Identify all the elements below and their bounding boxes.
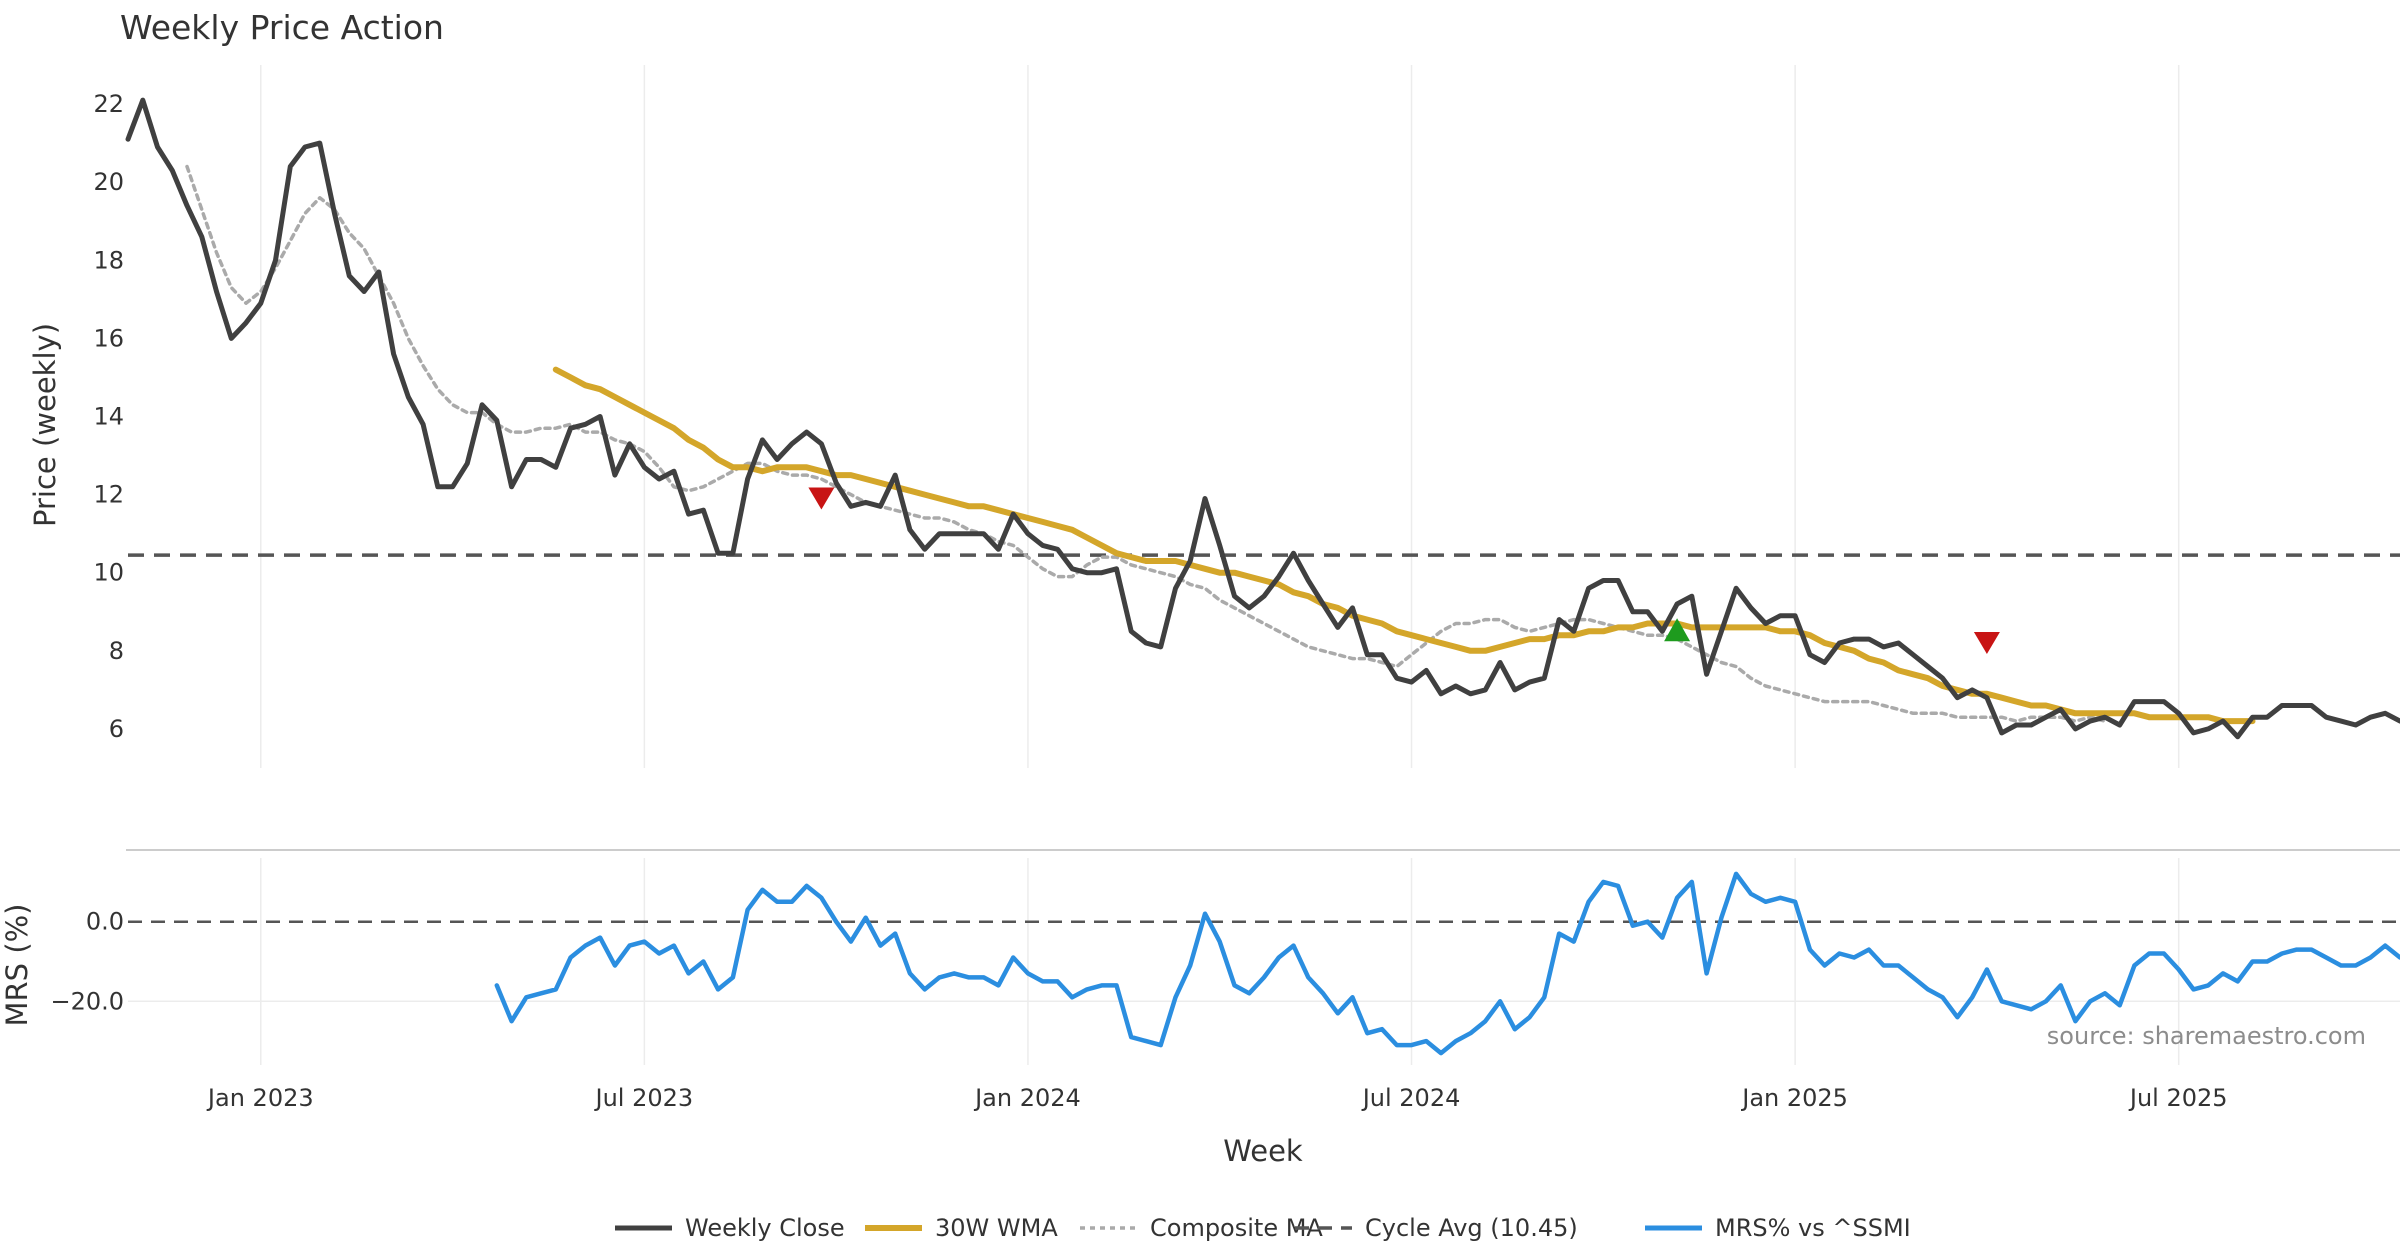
legend-composite-ma-label: Composite MA <box>1150 1214 1323 1242</box>
x-tick-label: Jan 2024 <box>973 1084 1081 1112</box>
signal-markers <box>808 487 2000 655</box>
x-tick-label: Jul 2023 <box>594 1084 694 1112</box>
legend-weekly-close-label: Weekly Close <box>685 1214 845 1242</box>
legend-composite-ma: Composite MA <box>1080 1214 1323 1242</box>
price-series-group <box>125 97 2400 740</box>
price-y-tick-label: 22 <box>93 90 124 118</box>
weekly-close-line <box>125 97 2400 740</box>
x-tick-label: Jan 2023 <box>206 1084 314 1112</box>
price-y-axis-label: Price (weekly) <box>28 323 62 527</box>
x-tick-label: Jul 2024 <box>1361 1084 1461 1112</box>
price-panel: 6 8 10 12 14 16 18 20 22 Price (weekly) <box>28 65 2400 768</box>
price-grid <box>260 65 2180 768</box>
composite-ma-line <box>185 164 2107 723</box>
legend-mrs-label: MRS% vs ^SSMI <box>1715 1214 1911 1242</box>
x-tick-label: Jul 2025 <box>2128 1084 2228 1112</box>
x-axis-label: Week <box>1223 1134 1303 1168</box>
mrs-y-ticks: 0.0 −20.0 <box>50 908 124 1016</box>
legend-mrs: MRS% vs ^SSMI <box>1645 1214 1911 1242</box>
legend-wma-30w-label: 30W WMA <box>935 1214 1058 1242</box>
x-ticks: Jan 2023 Jul 2023 Jan 2024 Jul 2024 Jan 2025… <box>206 1084 2228 1112</box>
price-y-tick-label: 8 <box>109 637 124 665</box>
legend-weekly-close: Weekly Close <box>615 1214 845 1242</box>
price-y-tick-label: 18 <box>93 246 124 274</box>
mrs-y-tick-label: −20.0 <box>50 987 124 1015</box>
mrs-y-tick-label: 0.0 <box>86 908 124 936</box>
mrs-panel: 0.0 −20.0 MRS (%) source: sharemaestro.co… <box>0 858 2400 1065</box>
price-y-tick-label: 20 <box>93 168 124 196</box>
sell-signal-marker <box>1973 632 2000 655</box>
legend-wma-30w: 30W WMA <box>865 1214 1058 1242</box>
chart-title: Weekly Price Action <box>120 8 444 47</box>
source-credit: source: sharemaestro.com <box>2047 1022 2366 1050</box>
mrs-series-group <box>494 871 2400 1056</box>
price-y-tick-label: 14 <box>93 403 124 431</box>
price-y-tick-label: 16 <box>93 324 124 352</box>
x-tick-label: Jan 2025 <box>1740 1084 1848 1112</box>
legend: Weekly Close 30W WMA Composite MA Cycle Avg… <box>615 1214 1911 1242</box>
buy-signal-marker <box>1664 618 1691 642</box>
mrs-grid <box>128 858 2400 1065</box>
price-y-tick-label: 10 <box>93 559 124 587</box>
legend-cycle-avg-label: Cycle Avg (10.45) <box>1365 1214 1578 1242</box>
sell-signal-marker <box>808 487 835 510</box>
mrs-y-axis-label: MRS (%) <box>0 904 34 1027</box>
legend-cycle-avg: Cycle Avg (10.45) <box>1295 1214 1578 1242</box>
price-y-tick-label: 6 <box>109 715 124 743</box>
price-y-tick-label: 12 <box>93 481 124 509</box>
wma-30w-line <box>552 366 2256 725</box>
price-y-ticks: 6 8 10 12 14 16 18 20 22 <box>93 90 124 743</box>
mrs-line <box>494 871 2400 1056</box>
